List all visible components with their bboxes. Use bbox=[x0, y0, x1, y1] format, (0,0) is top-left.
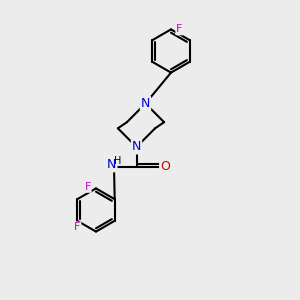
Text: O: O bbox=[160, 160, 170, 173]
Text: F: F bbox=[74, 222, 80, 233]
Text: F: F bbox=[84, 182, 91, 192]
Text: F: F bbox=[176, 24, 183, 34]
Text: N: N bbox=[132, 140, 141, 154]
Text: H: H bbox=[114, 156, 122, 166]
Text: N: N bbox=[107, 158, 116, 171]
Text: N: N bbox=[107, 158, 116, 171]
Text: N: N bbox=[141, 97, 150, 110]
